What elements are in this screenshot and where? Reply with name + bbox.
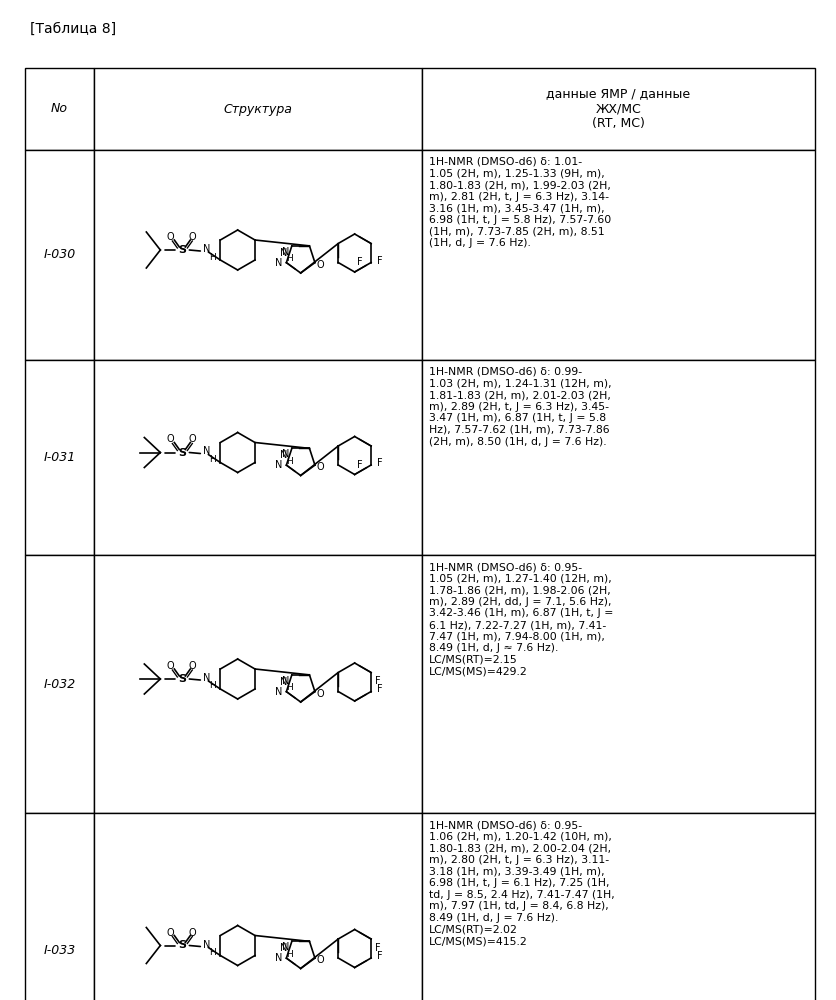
Text: F: F [377, 458, 383, 468]
Text: H: H [286, 457, 293, 466]
Bar [421, 68, 815, 150]
Text: S: S [178, 940, 186, 950]
Text: N: N [275, 460, 283, 470]
Text: O: O [189, 661, 196, 671]
Bar [94, 150, 421, 360]
Text: O: O [166, 232, 174, 242]
Text: 1H-NMR (DMSO-d6) δ: 0.95-
1.06 (2H, m), 1.20-1.42 (10H, m),
1.80-1.83 (2H, m), 2: 1H-NMR (DMSO-d6) δ: 0.95- 1.06 (2H, m), … [429, 820, 614, 946]
Bar [421, 813, 815, 1000]
Text: N: N [202, 244, 210, 254]
Bar [25, 360, 94, 555]
Text: N: N [279, 677, 287, 687]
Text: N: N [283, 449, 290, 459]
Bar [94, 360, 421, 555]
Text: H: H [209, 252, 216, 261]
Text: N: N [279, 943, 287, 953]
Text: N: N [283, 676, 290, 686]
Text: Структура: Структура [223, 103, 292, 115]
Bar [421, 150, 815, 360]
Text: N: N [275, 953, 283, 963]
Text: 1H-NMR (DMSO-d6) δ: 0.95-
1.05 (2H, m), 1.27-1.40 (12H, m),
1.78-1.86 (2H, m), 1: 1H-NMR (DMSO-d6) δ: 0.95- 1.05 (2H, m), … [429, 562, 613, 676]
Text: данные ЯМР / данные
ЖХ/МС
(RT, МС): данные ЯМР / данные ЖХ/МС (RT, МС) [546, 88, 691, 130]
Text: S: S [178, 674, 186, 684]
Text: O: O [166, 661, 174, 671]
Text: N: N [202, 673, 210, 683]
Text: No: No [51, 103, 68, 115]
Text: O: O [166, 928, 174, 938]
Text: I-030: I-030 [43, 248, 75, 261]
Text: S: S [178, 245, 186, 255]
Text: N: N [202, 940, 210, 950]
Text: I-031: I-031 [43, 451, 75, 464]
Text: H: H [286, 950, 293, 959]
Text: 1H-NMR (DMSO-d6) δ: 1.01-
1.05 (2H, m), 1.25-1.33 (9H, m),
1.80-1.83 (2H, m), 1.: 1H-NMR (DMSO-d6) δ: 1.01- 1.05 (2H, m), … [429, 157, 611, 248]
Text: I-033: I-033 [43, 944, 75, 957]
Bar [25, 68, 94, 150]
Text: [Таблица 8]: [Таблица 8] [30, 22, 116, 36]
Text: N: N [279, 248, 287, 258]
Bar [94, 555, 421, 813]
Text: O: O [166, 434, 174, 444]
Text: H: H [209, 948, 216, 957]
Text: F: F [377, 684, 383, 694]
Text: O: O [317, 689, 324, 699]
Text: O: O [317, 260, 324, 270]
Bar [25, 555, 94, 813]
Text: O: O [189, 232, 196, 242]
Text: H: H [209, 455, 216, 464]
Text: F: F [375, 943, 380, 953]
Text: O: O [189, 434, 196, 444]
Text: F: F [357, 460, 362, 470]
Text: S: S [178, 448, 186, 458]
Text: O: O [317, 955, 324, 965]
Text: O: O [317, 462, 324, 472]
Text: N: N [275, 258, 283, 268]
Text: N: N [283, 247, 290, 257]
Text: O: O [189, 928, 196, 938]
Text: N: N [283, 942, 290, 952]
Text: N: N [275, 687, 283, 697]
Text: N: N [202, 446, 210, 456]
Text: 1H-NMR (DMSO-d6) δ: 0.99-
1.03 (2H, m), 1.24-1.31 (12H, m),
1.81-1.83 (2H, m), 2: 1H-NMR (DMSO-d6) δ: 0.99- 1.03 (2H, m), … [429, 367, 611, 447]
Text: N: N [279, 450, 287, 460]
Bar [421, 555, 815, 813]
Text: F: F [377, 255, 383, 265]
Text: I-032: I-032 [43, 678, 75, 690]
Text: F: F [357, 257, 362, 267]
Bar [421, 360, 815, 555]
Text: H: H [209, 682, 216, 690]
Text: H: H [286, 254, 293, 263]
Text: H: H [286, 683, 293, 692]
Text: F: F [377, 951, 383, 961]
Bar [94, 68, 421, 150]
Text: F: F [375, 676, 380, 686]
Bar [25, 813, 94, 1000]
Bar [25, 150, 94, 360]
Bar [94, 813, 421, 1000]
